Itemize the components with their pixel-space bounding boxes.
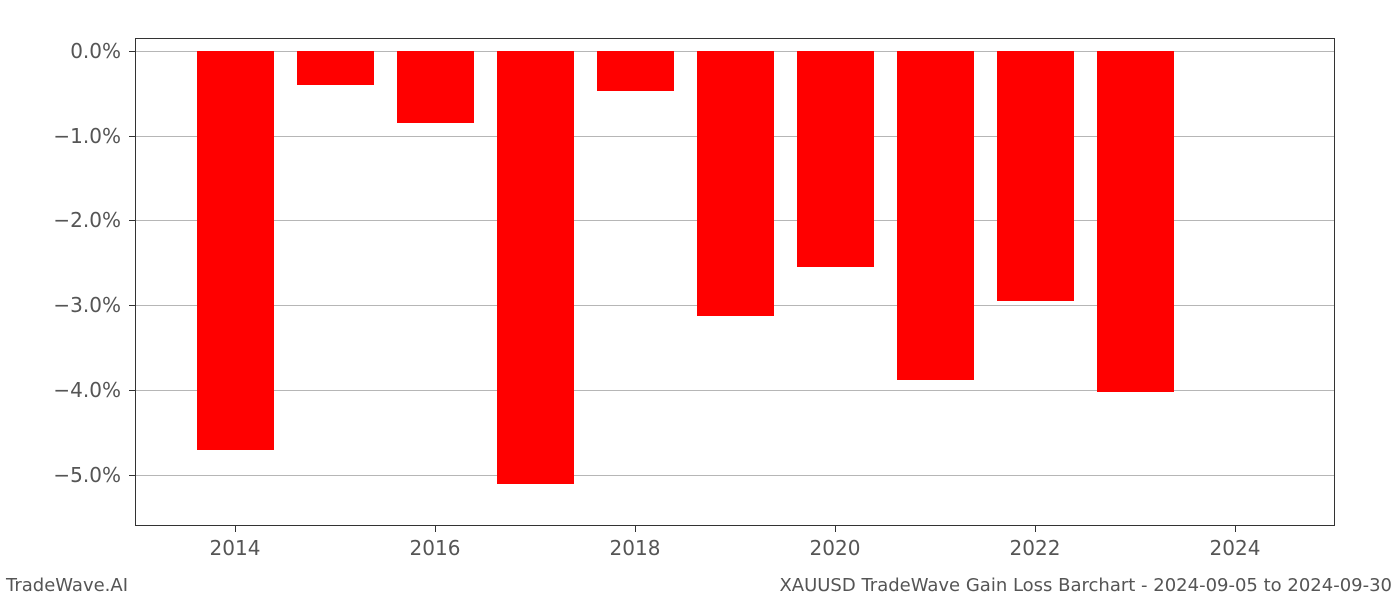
x-tick-label: 2020 bbox=[810, 536, 861, 560]
y-tick-mark bbox=[129, 305, 135, 306]
y-tick-mark bbox=[129, 136, 135, 137]
bar bbox=[297, 51, 374, 85]
x-tick-label: 2018 bbox=[610, 536, 661, 560]
y-tick-label: −1.0% bbox=[53, 124, 121, 148]
x-tick-label: 2024 bbox=[1210, 536, 1261, 560]
y-tick-mark bbox=[129, 220, 135, 221]
bar bbox=[497, 51, 574, 484]
bar bbox=[697, 51, 774, 316]
y-tick-mark bbox=[129, 475, 135, 476]
x-tick-label: 2014 bbox=[210, 536, 261, 560]
y-tick-mark bbox=[129, 51, 135, 52]
x-tick-mark bbox=[835, 526, 836, 532]
bar bbox=[997, 51, 1074, 301]
x-tick-mark bbox=[1235, 526, 1236, 532]
axis-spine bbox=[135, 38, 1335, 39]
x-tick-mark bbox=[1035, 526, 1036, 532]
bar bbox=[597, 51, 674, 91]
x-tick-mark bbox=[435, 526, 436, 532]
footer-left-text: TradeWave.AI bbox=[6, 575, 128, 596]
bar bbox=[1097, 51, 1174, 392]
x-tick-mark bbox=[235, 526, 236, 532]
bar bbox=[797, 51, 874, 267]
y-tick-label: −2.0% bbox=[53, 208, 121, 232]
chart-container: 0.0% −1.0% −2.0% −3.0% −4.0% −5.0% 2014 2016 20… bbox=[0, 0, 1400, 600]
axis-spine bbox=[1334, 38, 1335, 526]
x-tick-label: 2016 bbox=[410, 536, 461, 560]
x-tick-label: 2022 bbox=[1010, 536, 1061, 560]
gridline bbox=[135, 475, 1335, 476]
bar bbox=[897, 51, 974, 380]
x-tick-mark bbox=[635, 526, 636, 532]
y-tick-label: −4.0% bbox=[53, 378, 121, 402]
axis-spine bbox=[135, 38, 136, 526]
y-tick-label: −5.0% bbox=[53, 463, 121, 487]
y-tick-label: −3.0% bbox=[53, 293, 121, 317]
plot-area: 0.0%−1.0%−2.0%−3.0%−4.0%−5.0% 2014201620… bbox=[135, 38, 1335, 526]
bar bbox=[197, 51, 274, 450]
bar bbox=[397, 51, 474, 123]
y-tick-mark bbox=[129, 390, 135, 391]
axis-spine bbox=[135, 525, 1335, 526]
y-tick-label: 0.0% bbox=[70, 39, 121, 63]
footer-right-text: XAUUSD TradeWave Gain Loss Barchart - 20… bbox=[779, 575, 1392, 596]
